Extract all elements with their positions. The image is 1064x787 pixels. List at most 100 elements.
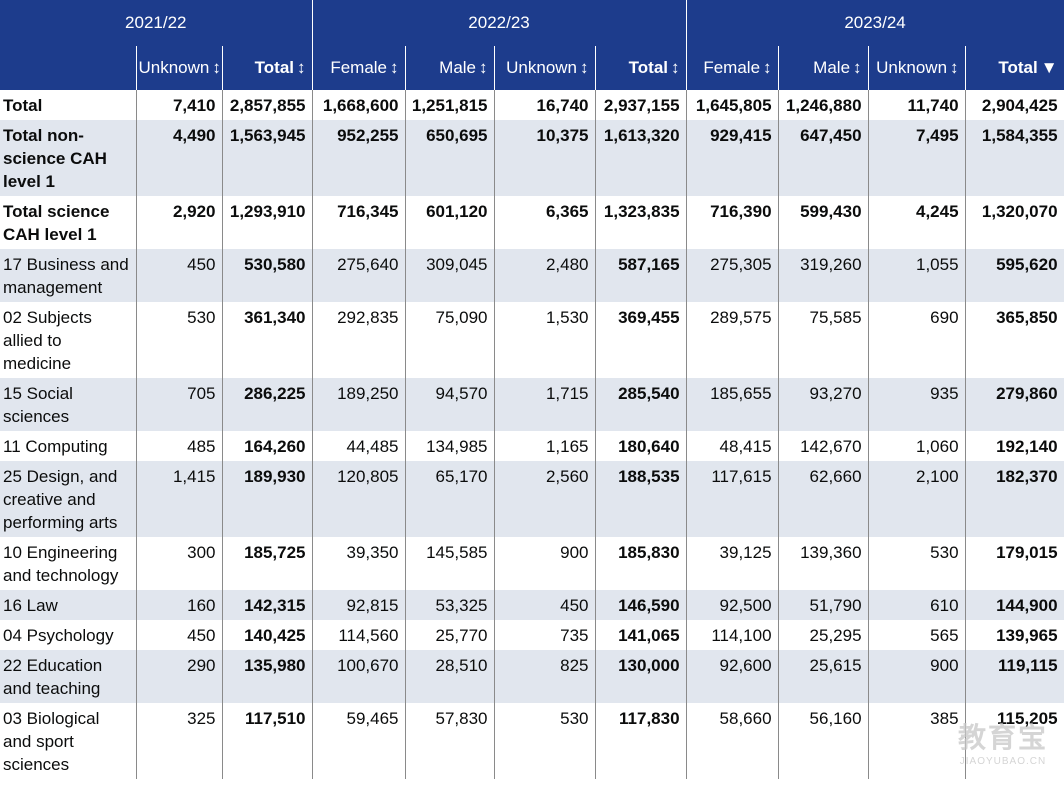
row-label: 03 Biological and sport sciences xyxy=(0,703,137,779)
table-cell: 146,590 xyxy=(595,590,687,620)
table-cell: 275,305 xyxy=(686,249,779,302)
column-header-unknown[interactable]: Unknown ↕ xyxy=(136,46,223,90)
table-cell: 130,000 xyxy=(595,650,687,703)
column-header-unknown[interactable]: Unknown ↕ xyxy=(868,46,966,90)
table-cell: 53,325 xyxy=(405,590,495,620)
table-cell: 1,060 xyxy=(868,431,966,461)
table-cell: 16,740 xyxy=(494,90,596,120)
table-cell: 92,600 xyxy=(686,650,779,703)
row-label: 02 Subjects allied to medicine xyxy=(0,302,137,378)
row-label: 10 Engineering and technology xyxy=(0,537,137,590)
table-cell: 6,365 xyxy=(494,196,596,249)
table-cell: 139,965 xyxy=(965,620,1064,650)
table-cell: 530 xyxy=(136,302,223,378)
table-cell: 290 xyxy=(136,650,223,703)
table-cell: 140,425 xyxy=(222,620,313,650)
column-header-total[interactable]: Total ↕ xyxy=(595,46,687,90)
row-label: Total xyxy=(0,90,137,120)
table-cell: 4,490 xyxy=(136,120,223,196)
sort-desc-icon[interactable]: ▼ xyxy=(1040,58,1058,77)
column-header-female[interactable]: Female ↕ xyxy=(312,46,406,90)
table-cell: 1,530 xyxy=(494,302,596,378)
table-cell: 292,835 xyxy=(312,302,406,378)
table-cell: 39,350 xyxy=(312,537,406,590)
year-header-2023-24: 2023/24 xyxy=(686,0,1064,46)
table-cell: 647,450 xyxy=(778,120,869,196)
table-cell: 2,904,425 xyxy=(965,90,1064,120)
table-cell: 179,015 xyxy=(965,537,1064,590)
table-row: 15 Social sciences 705 286,225 189,250 94,57… xyxy=(0,378,1064,431)
table-row: 10 Engineering and technology 300 185,725 3… xyxy=(0,537,1064,590)
column-header-male[interactable]: Male ↕ xyxy=(778,46,869,90)
table-cell: 1,645,805 xyxy=(686,90,779,120)
table-cell: 117,510 xyxy=(222,703,313,779)
column-header-male[interactable]: Male ↕ xyxy=(405,46,495,90)
table-cell: 900 xyxy=(868,650,966,703)
table-cell: 144,900 xyxy=(965,590,1064,620)
sort-both-icon[interactable]: ↕ xyxy=(479,58,488,77)
table-cell: 114,100 xyxy=(686,620,779,650)
table-cell: 7,495 xyxy=(868,120,966,196)
table-cell: 4,245 xyxy=(868,196,966,249)
table-cell: 450 xyxy=(136,620,223,650)
table-cell: 2,560 xyxy=(494,461,596,537)
table-cell: 145,585 xyxy=(405,537,495,590)
sort-both-icon[interactable]: ↕ xyxy=(671,58,680,77)
table-cell: 275,640 xyxy=(312,249,406,302)
table-row: 02 Subjects allied to medicine 530 361,340… xyxy=(0,302,1064,378)
table-cell: 185,655 xyxy=(686,378,779,431)
table-cell: 93,270 xyxy=(778,378,869,431)
table-cell: 610 xyxy=(868,590,966,620)
sort-both-icon[interactable]: ↕ xyxy=(950,58,959,77)
year-header-row: 2021/22 2022/23 2023/24 xyxy=(0,0,1064,46)
table-row: 22 Education and teaching 290 135,980 100,6… xyxy=(0,650,1064,703)
table-cell: 935 xyxy=(868,378,966,431)
table-cell: 309,045 xyxy=(405,249,495,302)
table-cell: 185,830 xyxy=(595,537,687,590)
table-cell: 10,375 xyxy=(494,120,596,196)
table-cell: 1,563,945 xyxy=(222,120,313,196)
table-cell: 1,323,835 xyxy=(595,196,687,249)
row-label: 25 Design, and creative and performing a… xyxy=(0,461,137,537)
table-cell: 134,985 xyxy=(405,431,495,461)
table-cell: 530 xyxy=(494,703,596,779)
column-header-label: Total xyxy=(254,58,295,77)
table-cell: 75,090 xyxy=(405,302,495,378)
column-header-female[interactable]: Female ↕ xyxy=(686,46,779,90)
table-cell: 361,340 xyxy=(222,302,313,378)
table-cell: 57,830 xyxy=(405,703,495,779)
column-header-label: Unknown xyxy=(506,58,578,77)
table-cell: 650,695 xyxy=(405,120,495,196)
table-cell: 450 xyxy=(136,249,223,302)
table-cell: 164,260 xyxy=(222,431,313,461)
table-cell: 185,725 xyxy=(222,537,313,590)
table-cell: 325 xyxy=(136,703,223,779)
sort-both-icon[interactable]: ↕ xyxy=(212,58,221,77)
table-row: Total 7,410 2,857,855 1,668,600 1,251,815 16,… xyxy=(0,90,1064,120)
table-cell: 1,613,320 xyxy=(595,120,687,196)
sort-both-icon[interactable]: ↕ xyxy=(580,58,589,77)
column-header-unknown[interactable]: Unknown ↕ xyxy=(494,46,596,90)
table-cell: 92,500 xyxy=(686,590,779,620)
table-cell: 365,850 xyxy=(965,302,1064,378)
column-header-total[interactable]: Total ▼ xyxy=(965,46,1064,90)
sort-both-icon[interactable]: ↕ xyxy=(390,58,399,77)
column-header-total[interactable]: Total ↕ xyxy=(222,46,313,90)
table-row: 11 Computing 485 164,260 44,485 134,985 1,165… xyxy=(0,431,1064,461)
table-cell: 599,430 xyxy=(778,196,869,249)
sort-both-icon[interactable]: ↕ xyxy=(763,58,772,77)
sort-both-icon[interactable]: ↕ xyxy=(853,58,862,77)
table-cell: 142,670 xyxy=(778,431,869,461)
column-header-label: Total xyxy=(998,58,1038,77)
row-label: Total science CAH level 1 xyxy=(0,196,137,249)
table-row: 04 Psychology 450 140,425 114,560 25,770 735 1… xyxy=(0,620,1064,650)
table-cell: 51,790 xyxy=(778,590,869,620)
table-cell: 1,293,910 xyxy=(222,196,313,249)
table-cell: 1,668,600 xyxy=(312,90,406,120)
table-cell: 189,930 xyxy=(222,461,313,537)
table-cell: 385 xyxy=(868,703,966,779)
table-cell: 530,580 xyxy=(222,249,313,302)
sort-both-icon[interactable]: ↕ xyxy=(297,58,306,77)
table-cell: 11,740 xyxy=(868,90,966,120)
